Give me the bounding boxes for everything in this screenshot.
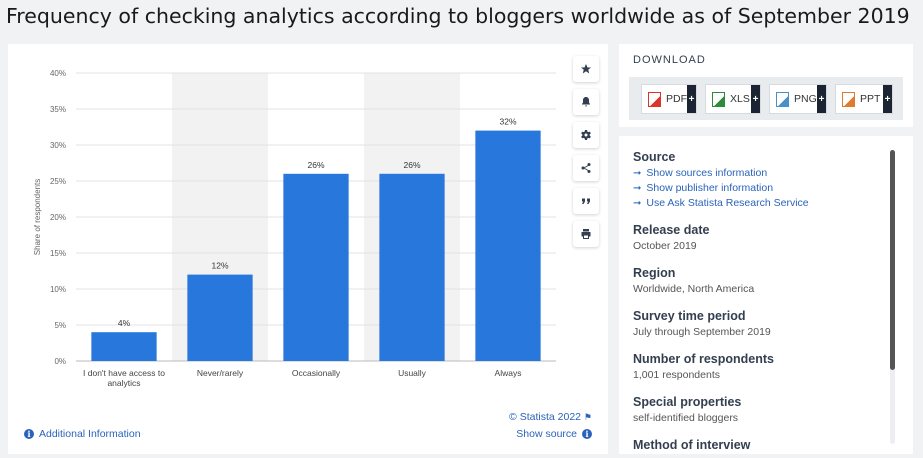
special-properties-value: self-identified bloggers	[633, 412, 739, 424]
y-tick-label: 35%	[50, 105, 66, 114]
research-service-link[interactable]: ➞ Use Ask Statista Research Service	[633, 197, 883, 209]
download-ppt-button[interactable]: PPT +	[835, 84, 893, 114]
data-label: 32%	[499, 117, 516, 127]
download-xls-button[interactable]: XLS +	[705, 84, 761, 114]
region-value: Worldwide, North America	[633, 283, 755, 295]
details-panel: Source ➞ Show sources information ➞ Show…	[619, 136, 913, 454]
plus-icon: +	[687, 85, 696, 113]
bar	[91, 332, 157, 361]
download-buttons: PDF + XLS + PNG + PPT +	[629, 77, 903, 120]
show-publisher-label: Show publisher information	[646, 182, 774, 194]
download-title: DOWNLOAD	[633, 54, 706, 66]
arrow-right-icon: ➞	[633, 197, 642, 209]
chart-toolbar	[573, 56, 599, 254]
y-tick-label: 15%	[50, 249, 66, 258]
data-label: 26%	[403, 160, 420, 170]
download-panel: DOWNLOAD PDF + XLS + PNG + PPT +	[619, 44, 913, 127]
plus-icon: +	[883, 85, 892, 113]
plus-icon: +	[751, 85, 760, 113]
y-tick-label: 0%	[54, 357, 66, 366]
favorite-button[interactable]	[573, 56, 599, 82]
y-axis-title: Share of respondents	[33, 179, 42, 256]
print-button[interactable]	[573, 221, 599, 247]
x-tick-label: Occasionally	[292, 368, 341, 378]
ppt-file-icon	[842, 91, 855, 107]
data-label: 12%	[211, 261, 228, 271]
download-xls-label: XLS	[730, 93, 750, 105]
download-ppt-label: PPT	[860, 93, 881, 105]
info-icon: i	[24, 429, 34, 439]
bar-chart: 0% 5% 10% 15% 20% 25% 30% 35% 40% Share of respon…	[33, 69, 556, 388]
settings-button[interactable]	[573, 122, 599, 148]
x-tick-label: analytics	[107, 378, 140, 388]
x-tick-label: I don't have access to	[83, 368, 165, 378]
gear-icon	[581, 130, 591, 140]
respondents-value: 1,001 respondents	[633, 369, 720, 381]
release-date-heading: Release date	[633, 223, 710, 237]
release-date-value: October 2019	[633, 240, 697, 252]
download-png-button[interactable]: PNG +	[769, 84, 827, 114]
bar	[475, 130, 541, 361]
x-tick-label: Always	[495, 368, 522, 378]
plus-icon: +	[817, 85, 826, 113]
special-properties-heading: Special properties	[633, 395, 742, 409]
pdf-file-icon	[648, 91, 661, 107]
share-button[interactable]	[573, 155, 599, 181]
research-service-label: Use Ask Statista Research Service	[646, 197, 809, 209]
download-pdf-label: PDF	[666, 93, 687, 105]
y-tick-label: 20%	[50, 213, 66, 222]
show-sources-link[interactable]: ➞ Show sources information	[633, 167, 883, 179]
copyright-text: © Statista 2022	[509, 411, 581, 423]
bar	[283, 173, 349, 361]
arrow-right-icon: ➞	[633, 182, 642, 194]
source-heading: Source	[633, 150, 676, 164]
show-source-link[interactable]: Show source i	[516, 428, 592, 440]
quote-icon	[582, 198, 590, 204]
arrow-right-icon: ➞	[633, 167, 642, 179]
printer-icon	[581, 229, 591, 239]
show-publisher-link[interactable]: ➞ Show publisher information	[633, 182, 883, 194]
download-pdf-button[interactable]: PDF +	[641, 84, 697, 114]
show-source-label: Show source	[516, 428, 577, 440]
y-tick-label: 30%	[50, 141, 66, 150]
xls-file-icon	[712, 91, 725, 107]
page-title: Frequency of checking analytics accordin…	[6, 4, 910, 28]
bell-icon	[582, 97, 590, 107]
scrollbar-thumb[interactable]	[890, 150, 895, 370]
survey-period-value: July through September 2019	[633, 326, 771, 338]
y-tick-label: 10%	[50, 285, 66, 294]
additional-information-label: Additional Information	[39, 428, 141, 440]
region-heading: Region	[633, 266, 676, 280]
x-tick-label: Usually	[398, 368, 427, 378]
download-png-label: PNG	[794, 93, 817, 105]
bar	[379, 173, 445, 361]
y-tick-label: 25%	[50, 177, 66, 186]
y-tick-label: 40%	[50, 69, 66, 78]
bar	[187, 274, 253, 361]
chart-card: 0% 5% 10% 15% 20% 25% 30% 35% 40% Share of respon…	[8, 44, 608, 454]
respondents-heading: Number of respondents	[633, 352, 774, 366]
additional-information-link[interactable]: i Additional Information	[24, 428, 141, 440]
share-icon	[581, 163, 591, 173]
interview-method-heading: Method of interview	[633, 438, 751, 452]
copyright-notice[interactable]: © Statista 2022 ⚑	[509, 411, 592, 423]
survey-period-heading: Survey time period	[633, 309, 746, 323]
y-tick-label: 5%	[54, 321, 66, 330]
cite-button[interactable]	[573, 188, 599, 214]
png-file-icon	[776, 91, 789, 107]
star-icon	[581, 64, 591, 74]
data-label: 26%	[307, 160, 324, 170]
notification-button[interactable]	[573, 89, 599, 115]
data-label: 4%	[118, 318, 131, 328]
show-sources-label: Show sources information	[646, 167, 768, 179]
info-icon: i	[582, 429, 592, 439]
flag-icon: ⚑	[583, 412, 592, 422]
x-tick-label: Never/rarely	[197, 368, 244, 378]
